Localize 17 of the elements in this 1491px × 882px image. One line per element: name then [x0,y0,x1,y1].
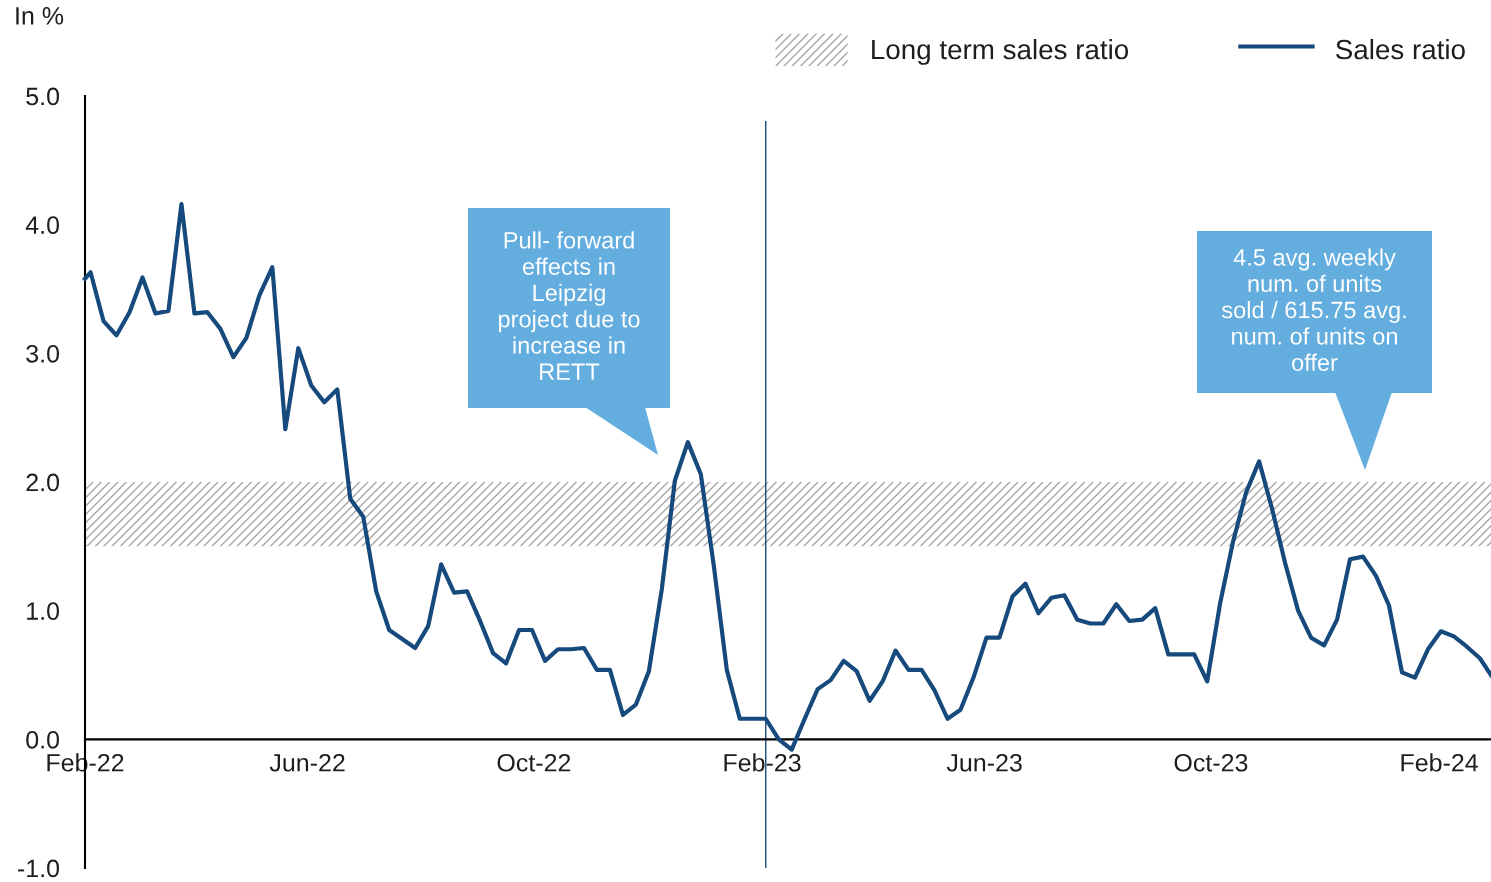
y-tick-label: 4.0 [25,216,60,234]
x-tick-label: Oct-22 [497,753,571,772]
y-tick-label: -1.0 [18,859,60,878]
y-tick-label: 5.0 [26,87,60,106]
legend-label: Long term sales ratio [872,38,1129,65]
legend-label: Sales ratio [1336,38,1465,60]
y-tick-label: 0.0 [26,730,60,749]
annotation: 4.5 avg. weekly num. of units sold / 615.75 avg. num. of units on offer [1221,248,1406,371]
y-tick-label: 1.0 [27,602,60,620]
x-tick-label: Jun-23 [946,753,1022,772]
y-axis-title: In % [16,7,64,25]
x-tick-label: Jun-22 [269,753,345,772]
annotation: Pull- forward effects in Leipzig project due to increase in RETT [498,231,640,380]
x-tick-label: Feb-24 [1401,753,1478,772]
y-tick-label: 2.0 [26,473,60,492]
y-tick-label: 3.0 [26,344,60,363]
x-tick-label: Oct-23 [1174,753,1248,772]
